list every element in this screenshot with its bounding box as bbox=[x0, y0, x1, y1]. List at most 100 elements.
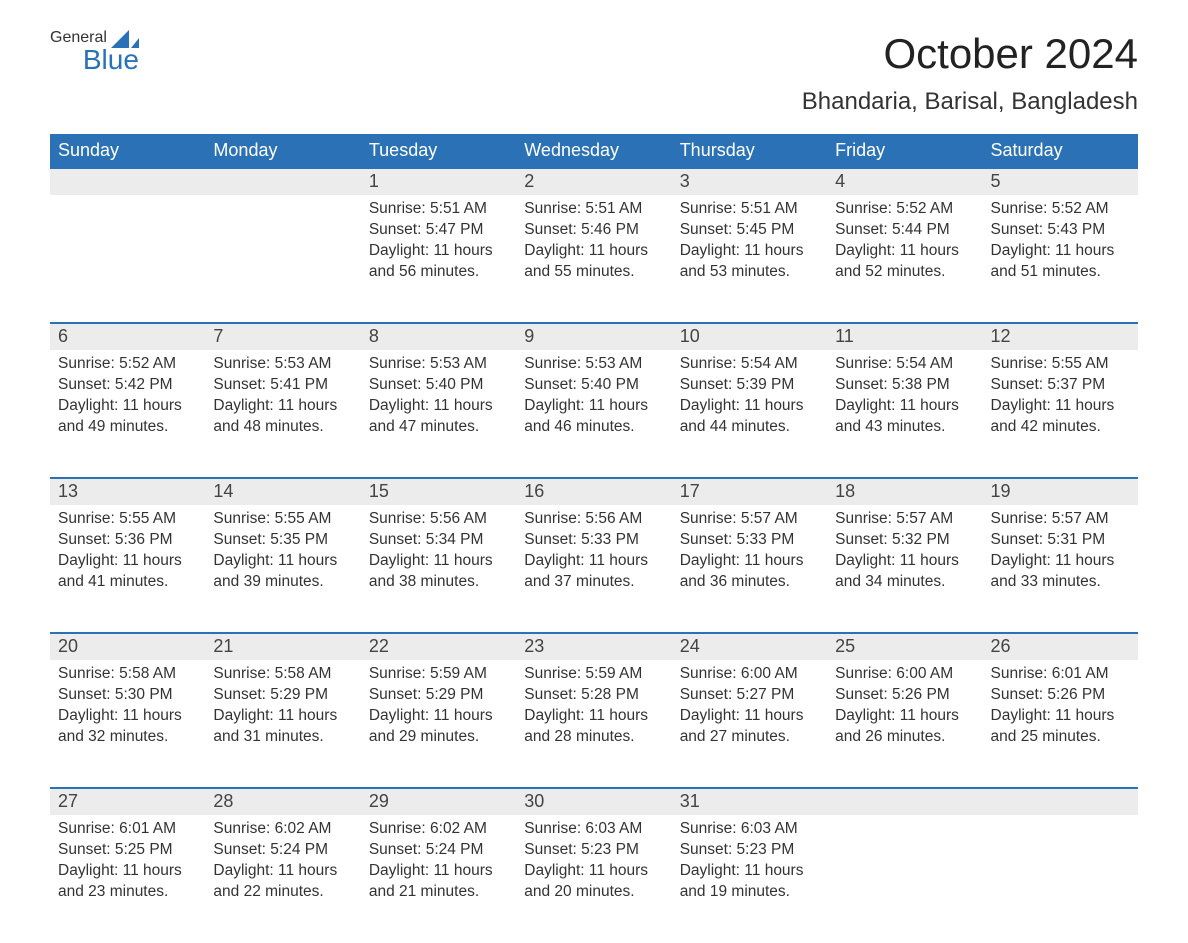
sunset-line: Sunset: 5:28 PM bbox=[524, 685, 663, 706]
day-cell: Sunrise: 6:00 AMSunset: 5:26 PMDaylight:… bbox=[827, 660, 982, 756]
sunrise-line: Sunrise: 5:56 AM bbox=[369, 509, 508, 530]
day-cell: Sunrise: 5:53 AMSunset: 5:40 PMDaylight:… bbox=[361, 350, 516, 446]
sunset-line: Sunset: 5:40 PM bbox=[524, 375, 663, 396]
sunrise-line: Sunrise: 5:55 AM bbox=[213, 509, 352, 530]
day-number bbox=[827, 789, 982, 815]
sunset-line: Sunset: 5:46 PM bbox=[524, 220, 663, 241]
daylight-line: Daylight: 11 hours and 52 minutes. bbox=[835, 241, 974, 283]
day-cell: Sunrise: 6:02 AMSunset: 5:24 PMDaylight:… bbox=[205, 815, 360, 911]
daylight-line: Daylight: 11 hours and 38 minutes. bbox=[369, 551, 508, 593]
daylight-line: Daylight: 11 hours and 43 minutes. bbox=[835, 396, 974, 438]
sunset-line: Sunset: 5:45 PM bbox=[680, 220, 819, 241]
day-cell: Sunrise: 6:01 AMSunset: 5:26 PMDaylight:… bbox=[983, 660, 1138, 756]
sunset-line: Sunset: 5:24 PM bbox=[369, 840, 508, 861]
daylight-line: Daylight: 11 hours and 48 minutes. bbox=[213, 396, 352, 438]
day-number: 5 bbox=[983, 169, 1138, 195]
sunrise-line: Sunrise: 5:57 AM bbox=[835, 509, 974, 530]
daylight-line: Daylight: 11 hours and 51 minutes. bbox=[991, 241, 1130, 283]
day-number: 18 bbox=[827, 479, 982, 505]
week-row: Sunrise: 5:58 AMSunset: 5:30 PMDaylight:… bbox=[50, 660, 1138, 788]
sunrise-line: Sunrise: 6:03 AM bbox=[524, 819, 663, 840]
day-cell bbox=[50, 195, 205, 207]
weekday-header: Wednesday bbox=[516, 134, 671, 168]
page-header: General Blue October 2024 Bhandaria, Bar… bbox=[50, 30, 1138, 116]
sunrise-line: Sunrise: 5:59 AM bbox=[524, 664, 663, 685]
sunset-line: Sunset: 5:23 PM bbox=[680, 840, 819, 861]
sunrise-line: Sunrise: 5:52 AM bbox=[991, 199, 1130, 220]
sunset-line: Sunset: 5:40 PM bbox=[369, 375, 508, 396]
sunset-line: Sunset: 5:26 PM bbox=[835, 685, 974, 706]
day-cell: Sunrise: 5:58 AMSunset: 5:29 PMDaylight:… bbox=[205, 660, 360, 756]
sunset-line: Sunset: 5:33 PM bbox=[680, 530, 819, 551]
day-number: 10 bbox=[672, 324, 827, 350]
daylight-line: Daylight: 11 hours and 27 minutes. bbox=[680, 706, 819, 748]
day-number: 22 bbox=[361, 634, 516, 660]
daylight-line: Daylight: 11 hours and 39 minutes. bbox=[213, 551, 352, 593]
day-cell: Sunrise: 5:54 AMSunset: 5:38 PMDaylight:… bbox=[827, 350, 982, 446]
day-cell: Sunrise: 6:00 AMSunset: 5:27 PMDaylight:… bbox=[672, 660, 827, 756]
day-number: 4 bbox=[827, 169, 982, 195]
day-number: 12 bbox=[983, 324, 1138, 350]
sunset-line: Sunset: 5:41 PM bbox=[213, 375, 352, 396]
daylight-line: Daylight: 11 hours and 56 minutes. bbox=[369, 241, 508, 283]
day-number: 9 bbox=[516, 324, 671, 350]
day-cell bbox=[205, 195, 360, 207]
logo-blue-text: Blue bbox=[50, 46, 139, 74]
sunrise-line: Sunrise: 5:58 AM bbox=[58, 664, 197, 685]
day-number: 15 bbox=[361, 479, 516, 505]
day-cell: Sunrise: 6:03 AMSunset: 5:23 PMDaylight:… bbox=[516, 815, 671, 911]
day-number: 19 bbox=[983, 479, 1138, 505]
daylight-line: Daylight: 11 hours and 41 minutes. bbox=[58, 551, 197, 593]
calendar-table: SundayMondayTuesdayWednesdayThursdayFrid… bbox=[50, 134, 1138, 943]
day-number: 2 bbox=[516, 169, 671, 195]
daylight-line: Daylight: 11 hours and 55 minutes. bbox=[524, 241, 663, 283]
day-number bbox=[205, 169, 360, 195]
sunrise-line: Sunrise: 6:03 AM bbox=[680, 819, 819, 840]
sunrise-line: Sunrise: 5:53 AM bbox=[524, 354, 663, 375]
day-cell: Sunrise: 5:59 AMSunset: 5:29 PMDaylight:… bbox=[361, 660, 516, 756]
sunset-line: Sunset: 5:29 PM bbox=[369, 685, 508, 706]
day-cell: Sunrise: 5:51 AMSunset: 5:47 PMDaylight:… bbox=[361, 195, 516, 291]
day-cell: Sunrise: 5:59 AMSunset: 5:28 PMDaylight:… bbox=[516, 660, 671, 756]
daylight-line: Daylight: 11 hours and 49 minutes. bbox=[58, 396, 197, 438]
day-cell: Sunrise: 6:01 AMSunset: 5:25 PMDaylight:… bbox=[50, 815, 205, 911]
daylight-line: Daylight: 11 hours and 36 minutes. bbox=[680, 551, 819, 593]
sunset-line: Sunset: 5:30 PM bbox=[58, 685, 197, 706]
daynum-row: 20212223242526 bbox=[50, 633, 1138, 660]
daylight-line: Daylight: 11 hours and 19 minutes. bbox=[680, 861, 819, 903]
sunset-line: Sunset: 5:36 PM bbox=[58, 530, 197, 551]
sunset-line: Sunset: 5:24 PM bbox=[213, 840, 352, 861]
daylight-line: Daylight: 11 hours and 29 minutes. bbox=[369, 706, 508, 748]
sunrise-line: Sunrise: 5:51 AM bbox=[369, 199, 508, 220]
day-number: 14 bbox=[205, 479, 360, 505]
sunrise-line: Sunrise: 5:58 AM bbox=[213, 664, 352, 685]
day-number: 3 bbox=[672, 169, 827, 195]
week-row: Sunrise: 5:55 AMSunset: 5:36 PMDaylight:… bbox=[50, 505, 1138, 633]
weekday-header-row: SundayMondayTuesdayWednesdayThursdayFrid… bbox=[50, 134, 1138, 168]
sunset-line: Sunset: 5:23 PM bbox=[524, 840, 663, 861]
daylight-line: Daylight: 11 hours and 42 minutes. bbox=[991, 396, 1130, 438]
daylight-line: Daylight: 11 hours and 46 minutes. bbox=[524, 396, 663, 438]
sunrise-line: Sunrise: 5:53 AM bbox=[369, 354, 508, 375]
logo: General Blue bbox=[50, 30, 139, 74]
day-number: 25 bbox=[827, 634, 982, 660]
daylight-line: Daylight: 11 hours and 34 minutes. bbox=[835, 551, 974, 593]
day-number: 23 bbox=[516, 634, 671, 660]
day-cell: Sunrise: 5:51 AMSunset: 5:46 PMDaylight:… bbox=[516, 195, 671, 291]
daylight-line: Daylight: 11 hours and 32 minutes. bbox=[58, 706, 197, 748]
daylight-line: Daylight: 11 hours and 25 minutes. bbox=[991, 706, 1130, 748]
day-cell: Sunrise: 5:58 AMSunset: 5:30 PMDaylight:… bbox=[50, 660, 205, 756]
day-cell: Sunrise: 5:51 AMSunset: 5:45 PMDaylight:… bbox=[672, 195, 827, 291]
sunset-line: Sunset: 5:31 PM bbox=[991, 530, 1130, 551]
day-number: 24 bbox=[672, 634, 827, 660]
day-number: 8 bbox=[361, 324, 516, 350]
sunrise-line: Sunrise: 5:55 AM bbox=[58, 509, 197, 530]
weekday-header: Friday bbox=[827, 134, 982, 168]
sunrise-line: Sunrise: 6:02 AM bbox=[369, 819, 508, 840]
day-number: 16 bbox=[516, 479, 671, 505]
sunrise-line: Sunrise: 6:00 AM bbox=[835, 664, 974, 685]
day-number: 7 bbox=[205, 324, 360, 350]
daynum-row: 6789101112 bbox=[50, 323, 1138, 350]
weekday-header: Sunday bbox=[50, 134, 205, 168]
day-cell: Sunrise: 5:57 AMSunset: 5:33 PMDaylight:… bbox=[672, 505, 827, 601]
